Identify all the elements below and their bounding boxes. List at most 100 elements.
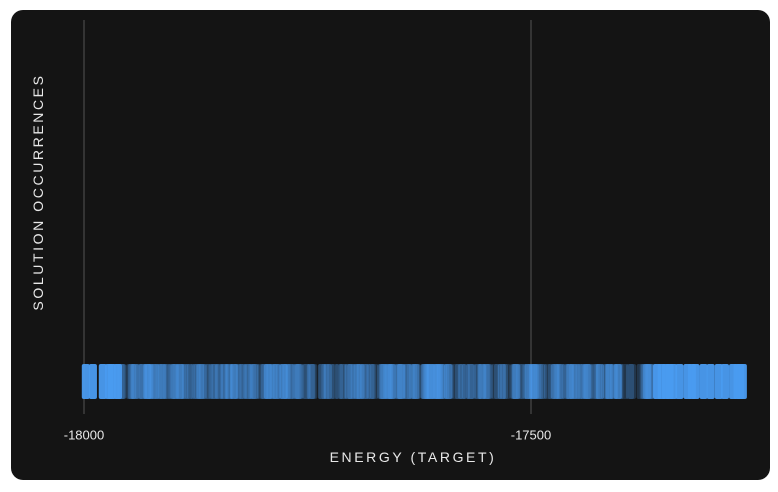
data-point (220, 364, 229, 399)
data-point (159, 364, 168, 399)
data-point (248, 364, 257, 399)
data-point (628, 364, 637, 399)
data-point (721, 364, 729, 399)
data-point (605, 364, 614, 399)
data-point (196, 364, 205, 399)
data-point (512, 364, 521, 399)
data-point (256, 364, 265, 399)
data-point (595, 364, 604, 399)
data-point (420, 364, 429, 399)
ticks-layer: -18000 -17500 (64, 427, 551, 442)
data-point (282, 364, 291, 399)
data-point (420, 364, 429, 399)
data-point (537, 364, 546, 399)
data-point (145, 364, 154, 399)
data-point (412, 364, 421, 399)
data-point (224, 364, 233, 399)
data-point (309, 364, 318, 399)
data-point (531, 364, 540, 399)
data-point (738, 364, 747, 399)
data-point (214, 364, 223, 399)
data-point (451, 364, 460, 399)
data-point (156, 364, 165, 399)
data-point (483, 364, 492, 399)
data-point (184, 364, 193, 399)
data-point (424, 364, 433, 399)
data-point (250, 364, 259, 399)
data-point (367, 364, 376, 399)
data-point (556, 364, 565, 399)
x-tick-label: -18000 (64, 427, 104, 442)
data-point (302, 364, 311, 399)
data-point (467, 364, 476, 399)
data-point (353, 364, 362, 399)
data-point (384, 364, 393, 399)
data-point (186, 364, 195, 399)
data-point (478, 364, 487, 399)
data-point (238, 364, 247, 399)
data-point (433, 364, 442, 399)
data-point (494, 364, 503, 399)
data-point (385, 364, 394, 399)
data-point (444, 364, 453, 399)
data-point (176, 364, 185, 399)
data-point (516, 364, 525, 399)
data-point (275, 364, 284, 399)
data-point (283, 364, 292, 399)
data-point (353, 364, 362, 399)
data-point (259, 364, 268, 399)
data-point (403, 364, 412, 399)
data-point (162, 364, 171, 399)
data-point (154, 364, 163, 399)
data-point (585, 364, 594, 399)
data-point (335, 364, 344, 399)
data-point (245, 364, 254, 399)
data-point (422, 364, 431, 399)
data-point (481, 364, 490, 399)
data-point (125, 364, 134, 399)
data-point (243, 364, 252, 399)
data-point (225, 364, 234, 399)
data-point (691, 364, 700, 399)
data-point (498, 364, 507, 399)
data-point (444, 364, 453, 399)
data-point (138, 364, 147, 399)
data-point (326, 364, 335, 399)
data-point (645, 364, 654, 399)
data-point (270, 364, 279, 399)
data-point (613, 364, 622, 399)
data-point (613, 364, 622, 399)
data-point (426, 364, 435, 399)
data-point (642, 364, 651, 399)
data-point (128, 364, 137, 399)
data-point (301, 364, 310, 399)
data-point (137, 364, 146, 399)
data-point (394, 364, 403, 399)
data-point (279, 364, 288, 399)
data-point (602, 364, 611, 399)
data-point (268, 364, 277, 399)
data-point (378, 364, 387, 399)
data-point (550, 364, 559, 399)
data-point (533, 364, 542, 399)
data-point (605, 364, 614, 399)
data-point (230, 364, 239, 399)
data-point (230, 364, 239, 399)
data-point (524, 364, 533, 399)
data-point (491, 364, 500, 399)
data-point (263, 364, 272, 399)
data-point (406, 364, 415, 399)
data-point (208, 364, 217, 399)
data-point (433, 364, 442, 399)
data-point (409, 364, 418, 399)
data-point (127, 364, 136, 399)
data-point (646, 364, 655, 399)
data-point (527, 364, 536, 399)
data-point (344, 364, 353, 399)
data-point (550, 364, 559, 399)
data-point (431, 364, 440, 399)
data-point (569, 364, 578, 399)
data-point (528, 364, 537, 399)
data-point (181, 364, 190, 399)
data-point (601, 364, 610, 399)
